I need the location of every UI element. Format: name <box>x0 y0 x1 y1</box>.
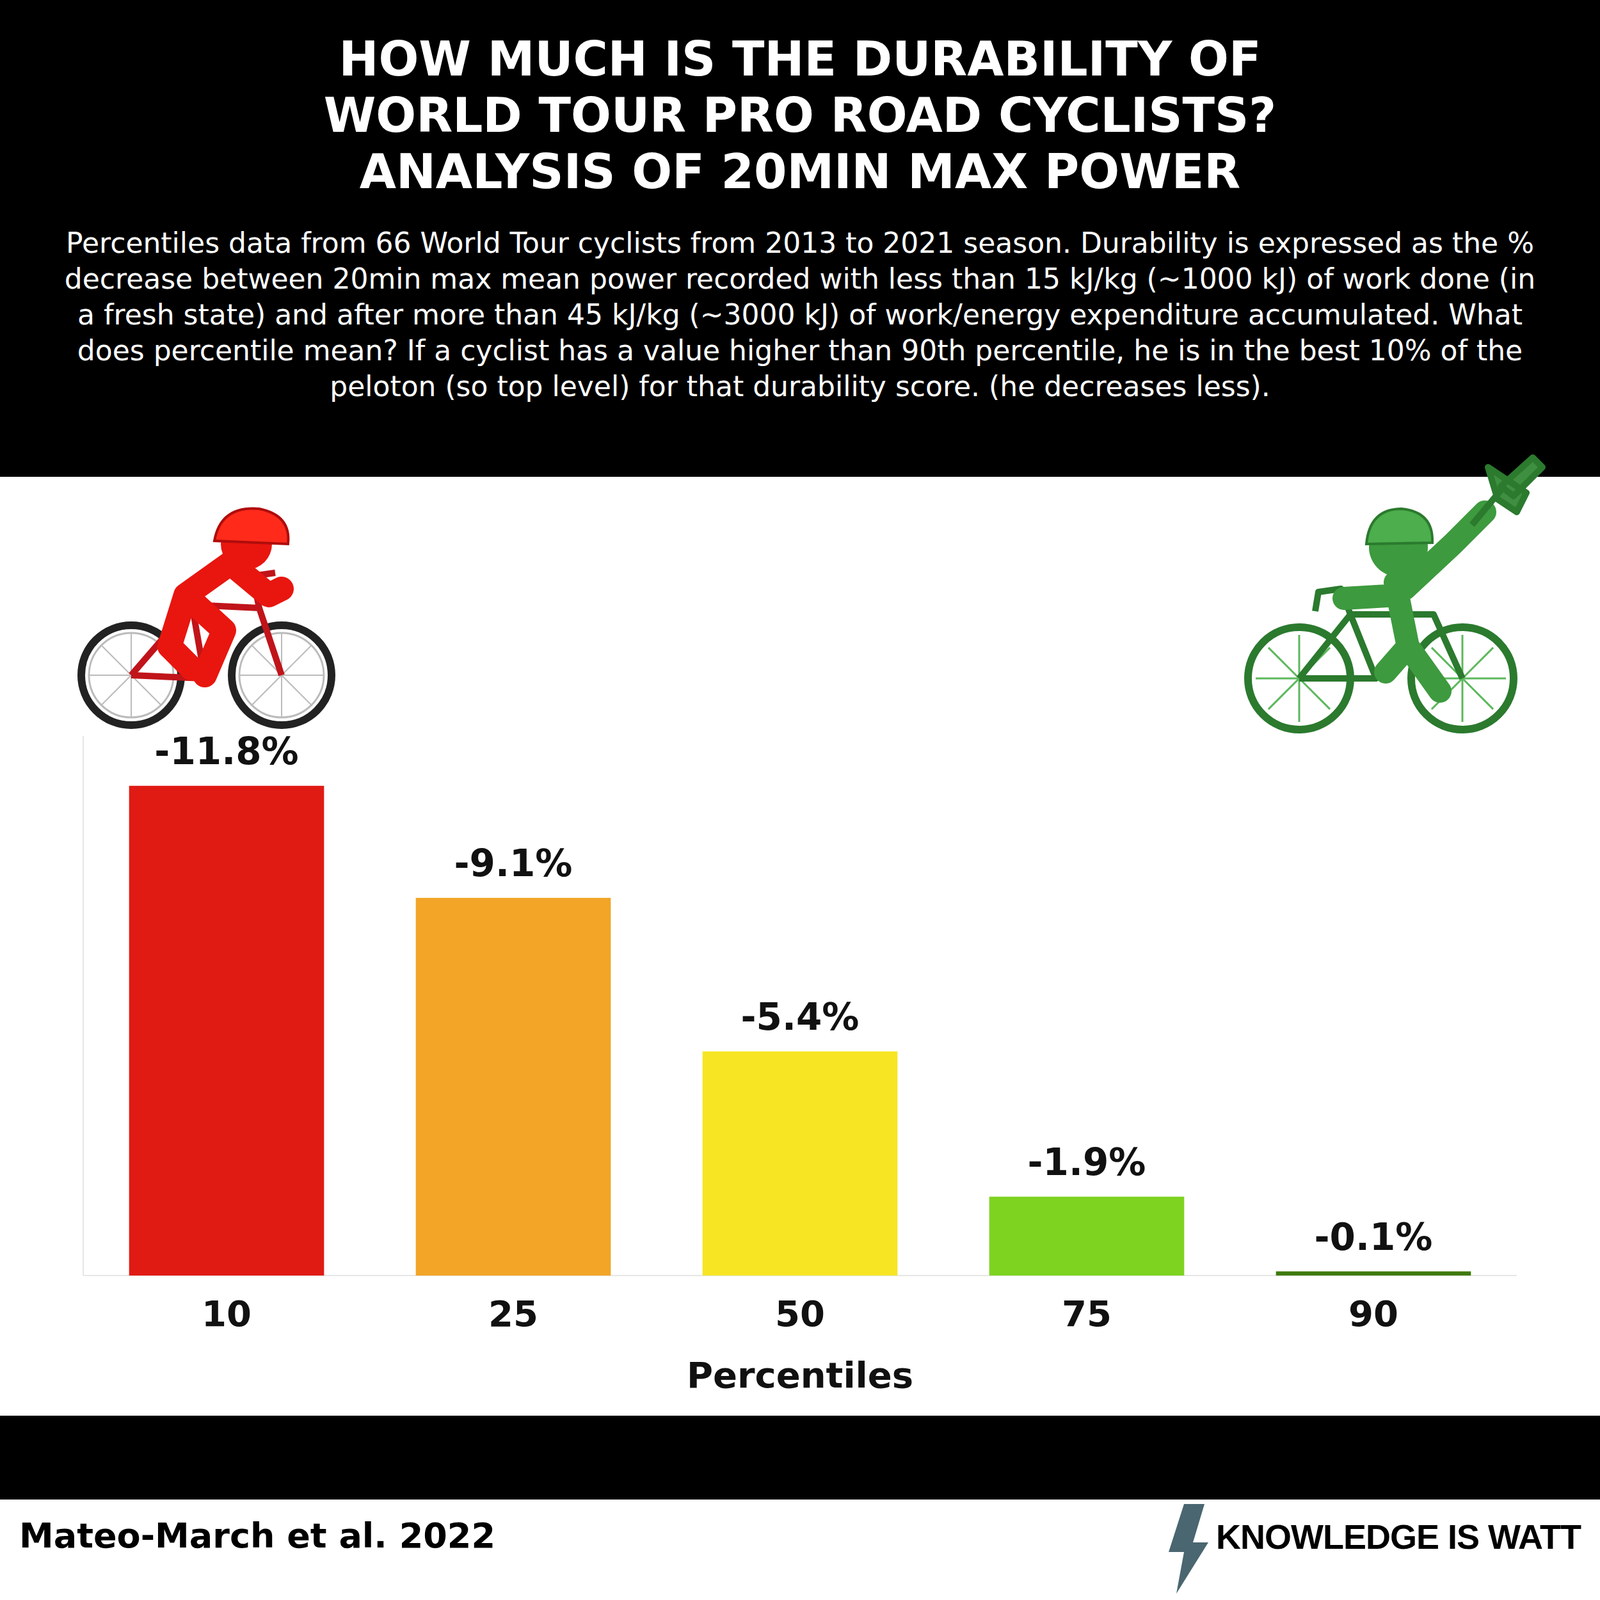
y-axis-line <box>82 736 84 1276</box>
bar <box>416 897 612 1276</box>
spoke <box>281 674 324 676</box>
data-label: -1.9% <box>1027 1140 1147 1184</box>
helmet <box>214 508 288 544</box>
spoke <box>1255 677 1300 680</box>
credit: KNOWLEDGE IS WATT <box>1216 1516 1581 1557</box>
spoke <box>1299 678 1330 710</box>
spoke <box>131 675 162 706</box>
spoke <box>281 675 312 706</box>
x-tick-label: 90 <box>1348 1292 1399 1335</box>
data-label: -9.1% <box>454 841 573 886</box>
cyclist-icon <box>81 508 332 726</box>
x-tick-label: 10 <box>201 1292 252 1335</box>
spoke <box>101 645 132 676</box>
x-tick-label: 75 <box>1061 1292 1112 1335</box>
data-label: -11.8% <box>154 729 299 774</box>
bar <box>129 785 325 1276</box>
data-label: -5.4% <box>741 995 860 1039</box>
bar <box>989 1196 1185 1276</box>
bolt-logo <box>1168 1504 1209 1594</box>
helmet <box>1366 508 1433 544</box>
spoke <box>1298 634 1301 679</box>
spoke <box>130 675 132 718</box>
spoke <box>101 675 132 706</box>
rider-body <box>169 563 282 676</box>
spoke <box>1462 677 1506 680</box>
spoke <box>1461 678 1464 722</box>
chart: -11.8% -9.1% -5.4% -1.9% -0.1% 10 25 50 75 90 Perc… <box>0 0 1600 1600</box>
x-tick-label: 50 <box>775 1292 825 1335</box>
spoke <box>280 675 283 718</box>
spoke <box>1298 678 1301 722</box>
subtitle: Percentiles data from 66 World Tour cycl… <box>57 225 1543 405</box>
spoke <box>281 645 312 676</box>
bars <box>129 785 1472 1276</box>
data-label: -0.1% <box>1314 1215 1433 1259</box>
spoke <box>1268 678 1300 710</box>
bar <box>1276 1271 1472 1276</box>
bar <box>702 1051 898 1276</box>
spoke <box>239 674 282 676</box>
cyclist-icon <box>1248 457 1543 730</box>
spoke <box>251 675 282 706</box>
x-tick-label: 25 <box>488 1292 539 1335</box>
trophy <box>1472 457 1543 525</box>
spoke <box>88 674 132 676</box>
footer-band <box>0 1415 1600 1500</box>
spoke <box>1462 678 1494 710</box>
spoke <box>1462 647 1494 679</box>
title: HOW MUCH IS THE DURABILITY OF WORLD TOUR… <box>0 30 1600 200</box>
spoke <box>1268 647 1300 679</box>
spoke <box>130 632 132 676</box>
source: Mateo-March et al. 2022 <box>19 1515 496 1556</box>
x-axis-label: Percentiles <box>686 1354 914 1396</box>
